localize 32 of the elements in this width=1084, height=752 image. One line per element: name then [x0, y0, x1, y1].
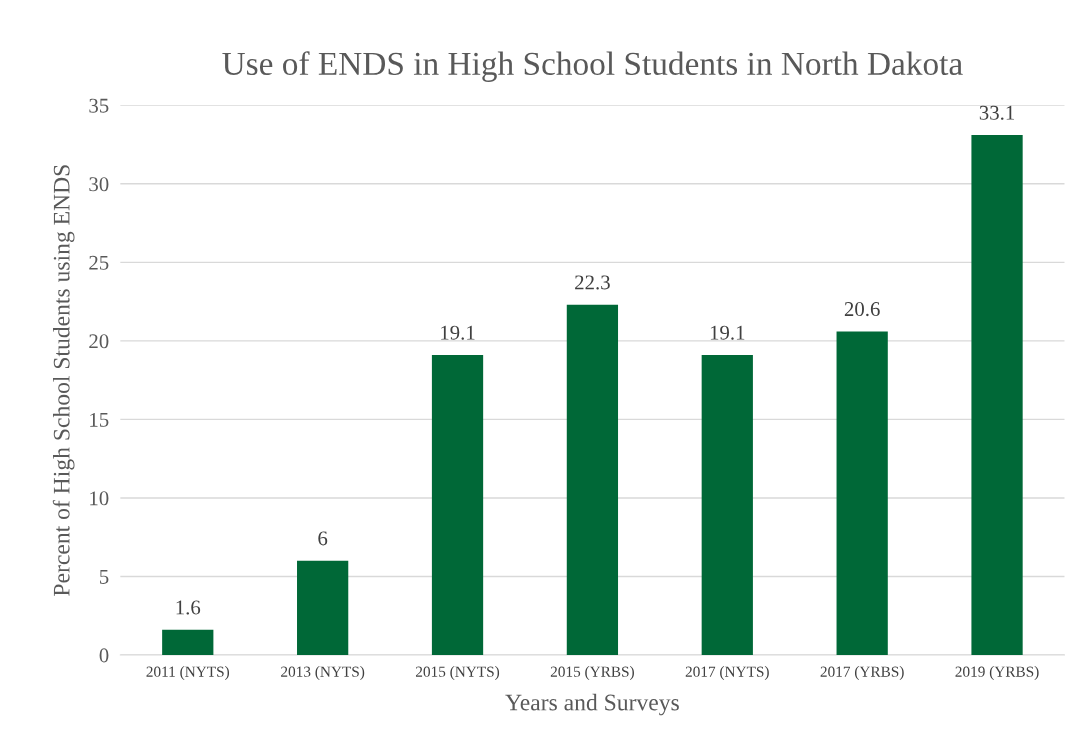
- data-label: 22.3: [575, 275, 610, 290]
- x-tick-label: 2015 (NYTS): [415, 666, 500, 680]
- x-tick-label: 2019 (YRBS): [955, 666, 1039, 680]
- x-tick-label: 2013 (NYTS): [281, 666, 365, 680]
- y-tick-label: 35: [89, 98, 109, 113]
- chart-title: Use of ENDS in High School Students in North Dakota: [222, 51, 963, 82]
- bar: [297, 560, 349, 655]
- y-tick-label: 20: [89, 334, 109, 349]
- y-tick-label: 15: [90, 412, 109, 427]
- bar: [566, 304, 619, 655]
- data-label: 20.6: [844, 302, 880, 317]
- data-label: 1.6: [176, 600, 201, 615]
- data-label: 6: [318, 531, 328, 546]
- y-tick-label: 30: [89, 177, 109, 192]
- y-tick-label: 25: [89, 255, 109, 270]
- bar: [162, 629, 214, 655]
- x-tick-label: 2015 (YRBS): [550, 666, 634, 680]
- bar: [431, 355, 484, 655]
- x-tick-label: 2017 (YRBS): [820, 666, 904, 680]
- bar: [836, 331, 888, 655]
- y-tick-label: 5: [100, 570, 109, 584]
- x-axis-title: Years and Surveys: [505, 693, 679, 716]
- data-label: 19.1: [710, 325, 745, 340]
- bar: [971, 135, 1023, 655]
- data-label: 33.1: [979, 105, 1015, 120]
- data-label: 19.1: [441, 325, 475, 340]
- y-axis-title: Percent of High School Students using ENDS: [52, 165, 75, 596]
- x-tick-label: 2011 (NYTS): [146, 666, 230, 680]
- y-tick-label: 0: [99, 648, 109, 663]
- bar: [701, 355, 753, 655]
- y-tick-label: 10: [90, 491, 109, 506]
- x-tick-label: 2017 (NYTS): [685, 666, 769, 680]
